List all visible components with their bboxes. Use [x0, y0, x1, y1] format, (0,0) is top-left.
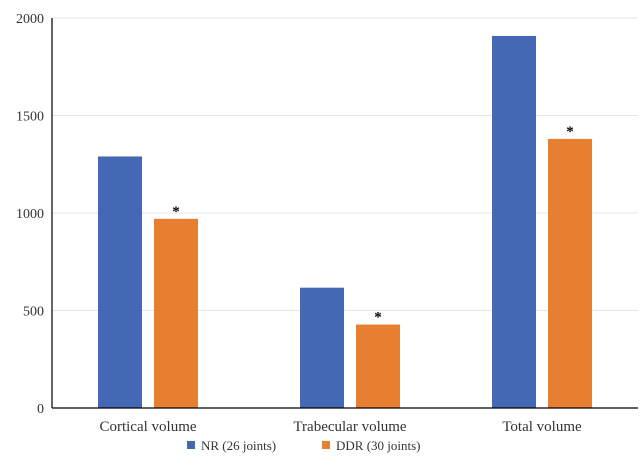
- legend-swatch-nr: [187, 441, 195, 449]
- labels: 0 500 1000 1500 2000 * Cortical volume * Trabecu…: [16, 12, 582, 435]
- bar-nr-2: [492, 35, 536, 408]
- category-label: Trabecular volume: [293, 419, 407, 435]
- bar-ddr-2: [548, 138, 592, 408]
- significance-marker: *: [374, 310, 382, 326]
- bar-nr-1: [300, 287, 344, 408]
- bar-ddr-0: [154, 218, 198, 408]
- significance-marker: *: [566, 124, 574, 140]
- legend-swatch-ddr: [322, 441, 330, 449]
- y-tick-label: 500: [23, 305, 44, 320]
- category-label: Cortical volume: [99, 419, 196, 435]
- axes: [51, 18, 638, 409]
- y-tick-label: 1500: [16, 110, 44, 125]
- legend: NR (26 joints) DDR (30 joints): [187, 438, 421, 453]
- category-label: Total volume: [502, 419, 582, 435]
- legend-label-nr: NR (26 joints): [201, 438, 276, 453]
- legend-label-ddr: DDR (30 joints): [336, 438, 421, 453]
- y-tick-label: 1000: [16, 207, 44, 222]
- bar-nr-0: [98, 156, 142, 408]
- bar-ddr-1: [356, 324, 400, 408]
- y-tick-label: 0: [37, 402, 44, 417]
- y-tick-label: 2000: [16, 12, 44, 27]
- bars: [98, 35, 592, 408]
- grid-lines: [52, 17, 638, 311]
- significance-marker: *: [172, 204, 180, 220]
